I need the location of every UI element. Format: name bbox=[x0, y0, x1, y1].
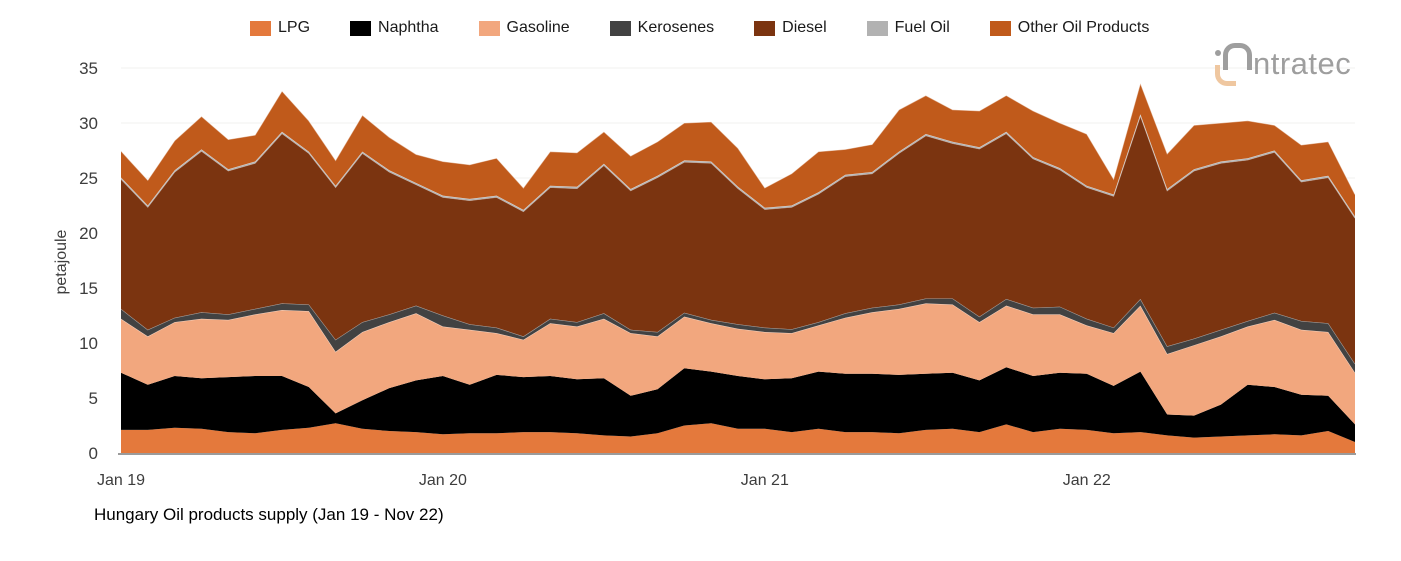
y-tick-label-0: 0 bbox=[89, 444, 98, 463]
area-other-oil-products bbox=[121, 83, 1355, 217]
legend-item-other-oil-products: Other Oil Products bbox=[989, 19, 1150, 36]
x-tick-label-jan-22: Jan 22 bbox=[1063, 472, 1111, 489]
y-tick-label-25: 25 bbox=[79, 169, 98, 188]
legend-item-fuel-oil: Fuel Oil bbox=[866, 19, 950, 36]
x-tick-label-jan-20: Jan 20 bbox=[419, 472, 467, 489]
y-tick-label-35: 35 bbox=[79, 59, 98, 78]
legend-item-kerosenes: Kerosenes bbox=[609, 19, 715, 36]
legend-label: Naphtha bbox=[378, 19, 439, 36]
area-diesel bbox=[121, 115, 1355, 364]
legend-item-diesel: Diesel bbox=[754, 19, 827, 36]
y-tick-label-30: 30 bbox=[79, 114, 98, 133]
legend-label: Gasoline bbox=[506, 19, 570, 36]
legend-swatch bbox=[866, 20, 888, 36]
logo-dot bbox=[1215, 50, 1221, 56]
x-tick-label-jan-21: Jan 21 bbox=[741, 472, 789, 489]
logo-u-shape bbox=[1215, 65, 1236, 86]
legend-swatch bbox=[609, 20, 631, 36]
intratec-logo-icon bbox=[1214, 41, 1252, 87]
area-lpg bbox=[121, 423, 1355, 453]
legend-swatch bbox=[989, 20, 1011, 36]
area-gasoline bbox=[121, 303, 1355, 425]
legend-item-lpg: LPG bbox=[250, 20, 310, 36]
legend-label: Fuel Oil bbox=[894, 19, 950, 36]
legend: LPG Naphtha Gasoline Kerosenes Diesel Fuel Oi… bbox=[250, 20, 1149, 36]
legend-label: LPG bbox=[278, 19, 311, 36]
y-axis-label: petajoule bbox=[53, 229, 70, 294]
legend-item-naphtha: Naphtha bbox=[350, 20, 439, 36]
x-tick-label-jan-19: Jan 19 bbox=[97, 472, 145, 489]
legend-label: Kerosenes bbox=[637, 19, 715, 36]
area-kerosenes bbox=[121, 298, 1355, 373]
legend-swatch bbox=[250, 20, 271, 36]
y-tick-label-10: 10 bbox=[79, 334, 98, 353]
intratec-logo-text: ntratec bbox=[1253, 46, 1352, 81]
boundary-other-oil-products bbox=[120, 81, 1356, 195]
legend-swatch bbox=[754, 20, 776, 36]
intratec-logo: ntratec bbox=[1214, 40, 1351, 88]
y-tick-label-15: 15 bbox=[79, 279, 98, 298]
y-tick-label-5: 5 bbox=[89, 389, 98, 408]
legend-item-gasoline: Gasoline bbox=[478, 19, 570, 36]
chart-title: Hungary Oil products supply (Jan 19 - No… bbox=[94, 505, 444, 524]
logo-arch-shape bbox=[1223, 43, 1252, 70]
legend-swatch bbox=[478, 20, 500, 36]
legend-swatch bbox=[350, 20, 372, 36]
legend-label: Diesel bbox=[782, 19, 827, 36]
legend-label: Other Oil Products bbox=[1017, 19, 1150, 36]
area-naphtha bbox=[121, 367, 1355, 442]
y-tick-label-20: 20 bbox=[79, 224, 98, 243]
